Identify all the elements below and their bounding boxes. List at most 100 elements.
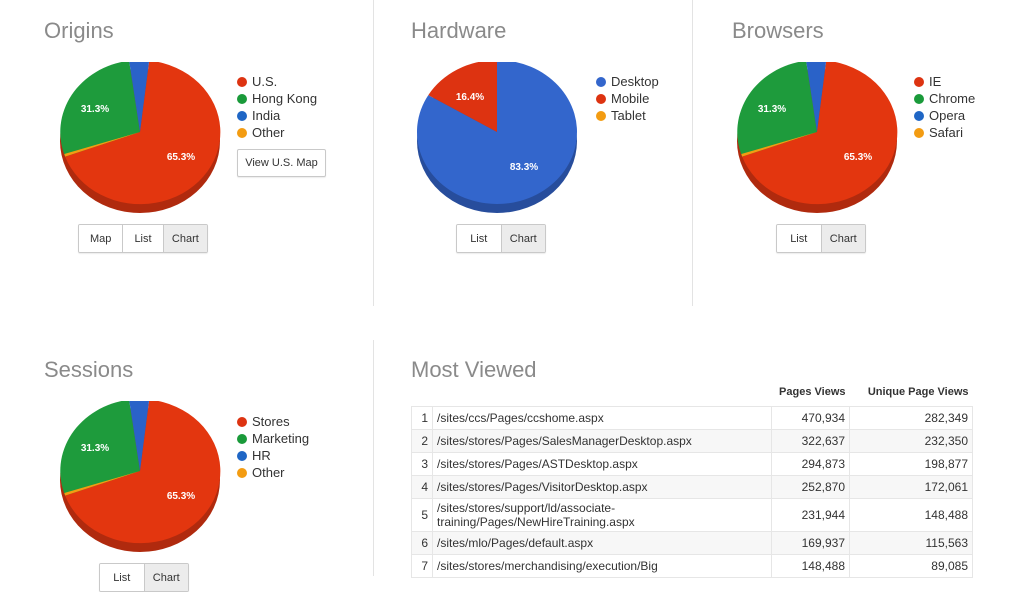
- legend-dot: [596, 76, 606, 87]
- table-row[interactable]: 3 /sites/stores/Pages/ASTDesktop.aspx 29…: [411, 452, 973, 476]
- hardware-title: Hardware: [411, 18, 507, 43]
- sessions-pie-chart[interactable]: 31.3% 65.3%: [55, 401, 225, 561]
- legend-item: HR: [237, 447, 309, 464]
- chart-button[interactable]: Chart: [501, 225, 545, 252]
- legend-label: Safari: [929, 125, 963, 140]
- legend-label: IE: [929, 74, 942, 89]
- table-row[interactable]: 4 /sites/stores/Pages/VisitorDesktop.asp…: [411, 475, 973, 499]
- legend-dot: [237, 416, 247, 427]
- row-unique: 115,563: [849, 531, 973, 555]
- origins-slice-other: [64, 132, 140, 157]
- legend-label: U.S.: [252, 74, 278, 89]
- legend-label: Other: [252, 125, 285, 140]
- legend-item: Other: [237, 464, 309, 481]
- legend-dot: [237, 433, 247, 444]
- origins-pie-chart[interactable]: 31.3% 65.3%: [55, 62, 225, 222]
- legend-dot: [596, 110, 606, 121]
- row-unique: 148,488: [849, 498, 973, 532]
- legend-item: U.S.: [237, 73, 317, 90]
- hardware-slice-desktop: [417, 62, 577, 204]
- list-button[interactable]: List: [100, 564, 145, 591]
- list-button[interactable]: List: [457, 225, 502, 252]
- legend-label: Other: [252, 465, 285, 480]
- col-index-header: [412, 378, 433, 407]
- row-views: 322,637: [771, 429, 850, 453]
- legend-item: Opera: [914, 107, 975, 124]
- browsers-slice-opera: [806, 62, 827, 132]
- table-row[interactable]: 7 /sites/stores/merchandising/execution/…: [411, 554, 973, 578]
- sessions-slice-hr: [129, 401, 150, 471]
- row-unique: 172,061: [849, 475, 973, 499]
- row-views: 470,934: [771, 406, 850, 430]
- origins-label-hongkong: 31.3%: [81, 104, 109, 115]
- list-button[interactable]: List: [777, 225, 822, 252]
- legend-item: IE: [914, 73, 975, 90]
- row-views: 252,870: [771, 475, 850, 499]
- legend-label: Mobile: [611, 91, 650, 106]
- hardware-label-desktop: 83.3%: [510, 162, 538, 173]
- row-index: 6: [411, 531, 433, 555]
- row-index: 7: [411, 554, 433, 578]
- legend-item: Chrome: [914, 90, 975, 107]
- legend-item: Desktop: [596, 73, 659, 90]
- most-viewed-table: Pages Views Unique Page Views 1 /sites/c…: [411, 378, 973, 578]
- divider-3: [373, 340, 374, 576]
- legend-label: Chrome: [929, 91, 976, 106]
- row-views: 148,488: [771, 554, 850, 578]
- browsers-label-chrome: 31.3%: [758, 104, 786, 115]
- table-row[interactable]: 5 /sites/stores/support/ld/associate-tra…: [411, 498, 973, 532]
- origins-view-toggle: Map List Chart: [78, 224, 208, 253]
- map-button[interactable]: Map: [79, 225, 124, 252]
- legend-dot: [237, 450, 247, 461]
- row-unique: 232,350: [849, 429, 973, 453]
- browsers-slice-ie: [742, 62, 898, 205]
- list-button[interactable]: List: [123, 225, 164, 252]
- col-path-header: [433, 378, 772, 407]
- browsers-pie-chart[interactable]: 31.3% 65.3%: [732, 62, 902, 222]
- col-page-views-header[interactable]: Pages Views: [779, 386, 846, 398]
- table-row[interactable]: 6 /sites/mlo/Pages/default.aspx 169,937 …: [411, 531, 973, 555]
- col-unique-views-header[interactable]: Unique Page Views: [867, 386, 969, 398]
- row-views: 169,937: [771, 531, 850, 555]
- legend-dot: [914, 76, 924, 87]
- legend-dot: [596, 93, 606, 104]
- row-path: /sites/stores/Pages/SalesManagerDesktop.…: [432, 429, 772, 453]
- browsers-view-toggle: List Chart: [776, 224, 866, 253]
- hardware-slice-mobile: [428, 62, 497, 132]
- view-us-map-button[interactable]: View U.S. Map: [237, 149, 326, 177]
- chart-button[interactable]: Chart: [163, 225, 207, 252]
- hardware-legend: Desktop Mobile Tablet: [596, 73, 659, 124]
- legend-item: Tablet: [596, 107, 659, 124]
- chart-button[interactable]: Chart: [144, 564, 188, 591]
- legend-label: Marketing: [252, 431, 310, 446]
- row-unique: 89,085: [849, 554, 973, 578]
- browsers-label-ie: 65.3%: [844, 152, 872, 163]
- row-index: 4: [411, 475, 433, 499]
- legend-dot: [914, 127, 924, 138]
- legend-dot: [237, 76, 247, 87]
- row-index: 1: [411, 406, 433, 430]
- legend-item: Other: [237, 124, 317, 141]
- legend-label: HR: [252, 448, 271, 463]
- row-path: /sites/mlo/Pages/default.aspx: [432, 531, 772, 555]
- row-index: 5: [411, 498, 433, 532]
- legend-dot: [914, 110, 924, 121]
- sessions-label-marketing: 31.3%: [81, 443, 109, 454]
- sessions-view-toggle: List Chart: [99, 563, 189, 592]
- legend-item: Mobile: [596, 90, 659, 107]
- row-path: /sites/stores/Pages/VisitorDesktop.aspx: [432, 475, 772, 499]
- divider-2: [692, 0, 693, 306]
- legend-label: Tablet: [611, 108, 646, 123]
- legend-dot: [237, 110, 247, 121]
- table-row[interactable]: 1 /sites/ccs/Pages/ccshome.aspx 470,934 …: [411, 406, 973, 430]
- divider-1: [373, 0, 374, 306]
- row-path: /sites/stores/Pages/ASTDesktop.aspx: [432, 452, 772, 476]
- hardware-pie-chart[interactable]: 16.4% 83.3%: [412, 62, 582, 222]
- legend-label: Opera: [929, 108, 966, 123]
- row-index: 2: [411, 429, 433, 453]
- table-row[interactable]: 2 /sites/stores/Pages/SalesManagerDeskto…: [411, 429, 973, 453]
- row-unique: 282,349: [849, 406, 973, 430]
- origins-slice-us: [65, 62, 221, 205]
- sessions-legend: Stores Marketing HR Other: [237, 413, 309, 481]
- chart-button[interactable]: Chart: [821, 225, 865, 252]
